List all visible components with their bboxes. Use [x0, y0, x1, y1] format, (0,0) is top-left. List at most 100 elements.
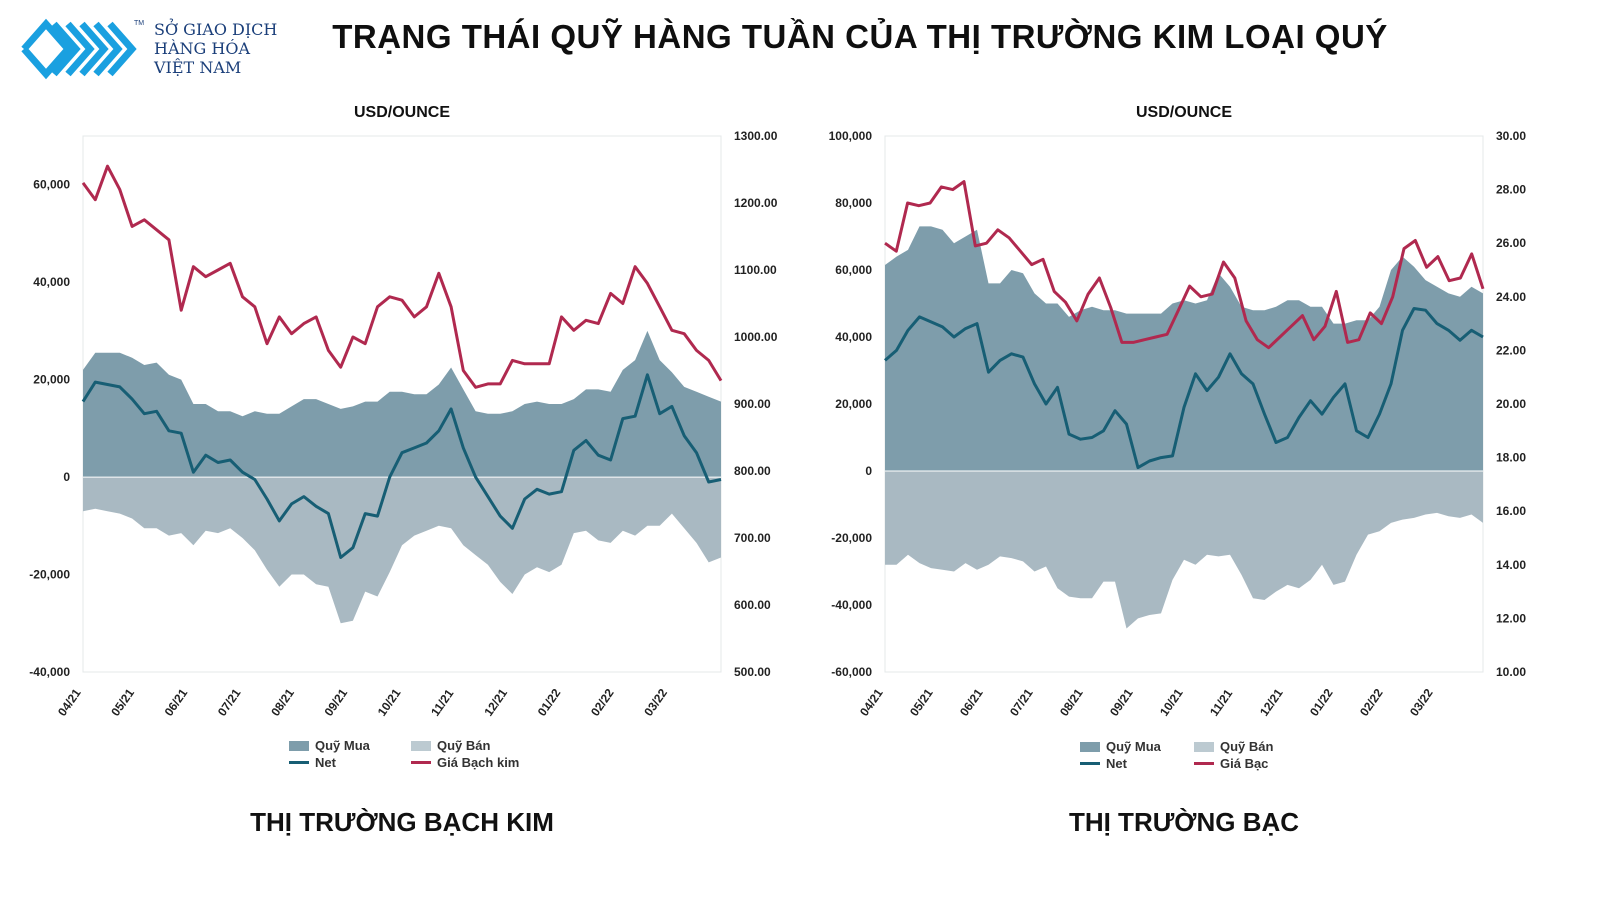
legend-label-buy: Quỹ Mua [1106, 739, 1161, 754]
page-title: TRẠNG THÁI QUỸ HÀNG TUẦN CỦA THỊ TRƯỜNG … [332, 18, 1388, 55]
net-line [81, 373, 722, 559]
legend-label-sell: Quỹ Bán [437, 738, 491, 753]
x-tick-label: 10/21 [375, 686, 404, 719]
y-right-tick-label: 28.00 [1496, 183, 1526, 197]
unit-label: USD/OUNCE [353, 104, 450, 121]
platinum-chart-panel: USD/OUNCE -40,000 -20,000 0 20,000 40,000 60,… [0, 95, 800, 900]
legend-swatch-price [411, 761, 431, 764]
buy-area [885, 226, 1483, 471]
price-line [81, 164, 723, 389]
x-tick-label: 07/21 [215, 686, 244, 719]
legend-item-buy: Quỹ Mua [289, 738, 370, 753]
net-line [884, 307, 1484, 470]
legend-swatch-sell [411, 740, 431, 751]
logo-line-1: SỞ GIAO DỊCH [154, 20, 278, 39]
y-right-tick-label: 800.00 [734, 464, 771, 478]
legend-label-price: Giá Bạch kim [437, 755, 520, 770]
x-tick-label: 09/21 [321, 686, 350, 719]
y-left-tick-label: 60,000 [835, 263, 872, 277]
y-right-tick-label: 22.00 [1496, 343, 1526, 357]
logo-text: SỞ GIAO DỊCH HÀNG HÓA VIỆT NAM [154, 20, 277, 77]
x-tick-label: 03/22 [1407, 686, 1436, 719]
logo-line-3: VIỆT NAM [154, 58, 242, 77]
y-right-tick-label: 24.00 [1496, 290, 1526, 304]
silver-chart: -60,000 -40,000 -20,000 0 20,000 40,000 60,000… [829, 129, 1527, 719]
y-right-tick-label: 12.00 [1496, 611, 1526, 625]
y-right-tick-label: 1300.00 [734, 129, 778, 143]
x-tick-label: 05/21 [108, 686, 137, 719]
x-tick-label: 11/21 [1207, 686, 1235, 718]
x-tick-label: 09/21 [1107, 686, 1136, 719]
y-left-tick-label: -40,000 [29, 665, 70, 679]
price-line [884, 180, 1485, 350]
legend-swatch-net [289, 761, 309, 764]
x-tick-label: 12/21 [481, 686, 510, 719]
legend-swatch-price [1194, 762, 1214, 765]
legend-swatch-buy [1080, 741, 1100, 752]
y-left-tick-label: -60,000 [831, 665, 872, 679]
header: TM SỞ GIAO DỊCH HÀNG HÓA VIỆT NAM TRẠNG … [0, 0, 1600, 90]
x-tick-label: 08/21 [1057, 686, 1086, 719]
y-right-tick-label: 16.00 [1496, 504, 1526, 518]
y-left-tick-label: -20,000 [831, 531, 872, 545]
legend-label-sell: Quỹ Bán [1220, 739, 1274, 754]
y-left-tick-label: 0 [865, 464, 872, 478]
y-left-tick-label: -40,000 [831, 598, 872, 612]
x-tick-label: 06/21 [162, 686, 191, 719]
legend-swatch-buy [289, 740, 309, 751]
unit-label: USD/OUNCE [1135, 104, 1232, 121]
legend: Quỹ Mua Quỹ Bán Net Giá Bạch kim [289, 738, 549, 778]
legend-label-net: Net [315, 755, 336, 770]
y-right-tick-label: 14.00 [1496, 558, 1526, 572]
y-left-tick-label: 80,000 [835, 196, 872, 210]
platinum-chart: -40,000 -20,000 0 20,000 40,000 60,000 500.00 6… [29, 129, 778, 719]
y-left-tick-label: 40,000 [33, 275, 70, 289]
x-tick-label: 05/21 [907, 686, 936, 719]
x-tick-label: 02/22 [1357, 686, 1386, 719]
x-tick-label: 03/22 [641, 686, 670, 719]
y-left-tick-label: 40,000 [835, 330, 872, 344]
y-left-tick-label: 60,000 [33, 178, 70, 192]
y-right-tick-label: 1000.00 [734, 330, 778, 344]
y-right-tick-label: 18.00 [1496, 451, 1526, 465]
legend-item-price: Giá Bạch kim [411, 755, 519, 770]
legend-item-net: Net [289, 755, 336, 770]
y-right-tick-label: 500.00 [734, 665, 771, 679]
legend-label-buy: Quỹ Mua [315, 738, 370, 753]
silver-chart-panel: USD/OUNCE -60,000 -40,000 -20,000 0 20,000 40… [820, 95, 1600, 900]
x-tick-label: 12/21 [1257, 686, 1286, 719]
legend-item-sell: Quỹ Bán [411, 738, 490, 753]
x-tick-label: 08/21 [268, 686, 297, 719]
x-tick-label: 02/22 [588, 686, 617, 719]
legend-item-price: Giá Bạc [1194, 756, 1268, 771]
y-left-tick-label: 0 [63, 470, 70, 484]
y-right-tick-label: 10.00 [1496, 665, 1526, 679]
y-right-tick-label: 1200.00 [734, 196, 778, 210]
buy-area [83, 330, 721, 478]
market-title: THỊ TRƯỜNG BẠC [1068, 807, 1300, 837]
y-left-tick-label: 100,000 [829, 129, 873, 143]
y-right-tick-label: 26.00 [1496, 236, 1526, 250]
legend-item-sell: Quỹ Bán [1194, 739, 1273, 754]
y-right-tick-label: 700.00 [734, 531, 771, 545]
logo-tm: TM [134, 20, 145, 27]
x-tick-label: 11/21 [428, 686, 456, 718]
exchange-logo: TM [16, 14, 286, 84]
x-tick-label: 06/21 [957, 686, 986, 719]
y-right-tick-label: 20.00 [1496, 397, 1526, 411]
legend-item-net: Net [1080, 756, 1127, 771]
y-left-tick-label: 20,000 [33, 373, 70, 387]
legend-swatch-net [1080, 762, 1100, 765]
y-left-tick-label: 20,000 [835, 397, 872, 411]
legend-label-net: Net [1106, 756, 1127, 771]
logo-mark-icon [21, 18, 137, 80]
x-tick-label: 07/21 [1007, 686, 1036, 719]
x-tick-label: 04/21 [857, 686, 886, 719]
x-tick-label: 10/21 [1157, 686, 1186, 719]
sell-area [83, 477, 721, 624]
y-right-tick-label: 900.00 [734, 397, 771, 411]
x-tick-label: 01/22 [535, 686, 564, 719]
legend: Quỹ Mua Quỹ Bán Net Giá Bạc [1080, 739, 1340, 779]
market-title: THỊ TRƯỜNG BẠCH KIM [250, 807, 554, 837]
logo-line-2: HÀNG HÓA [154, 39, 250, 58]
